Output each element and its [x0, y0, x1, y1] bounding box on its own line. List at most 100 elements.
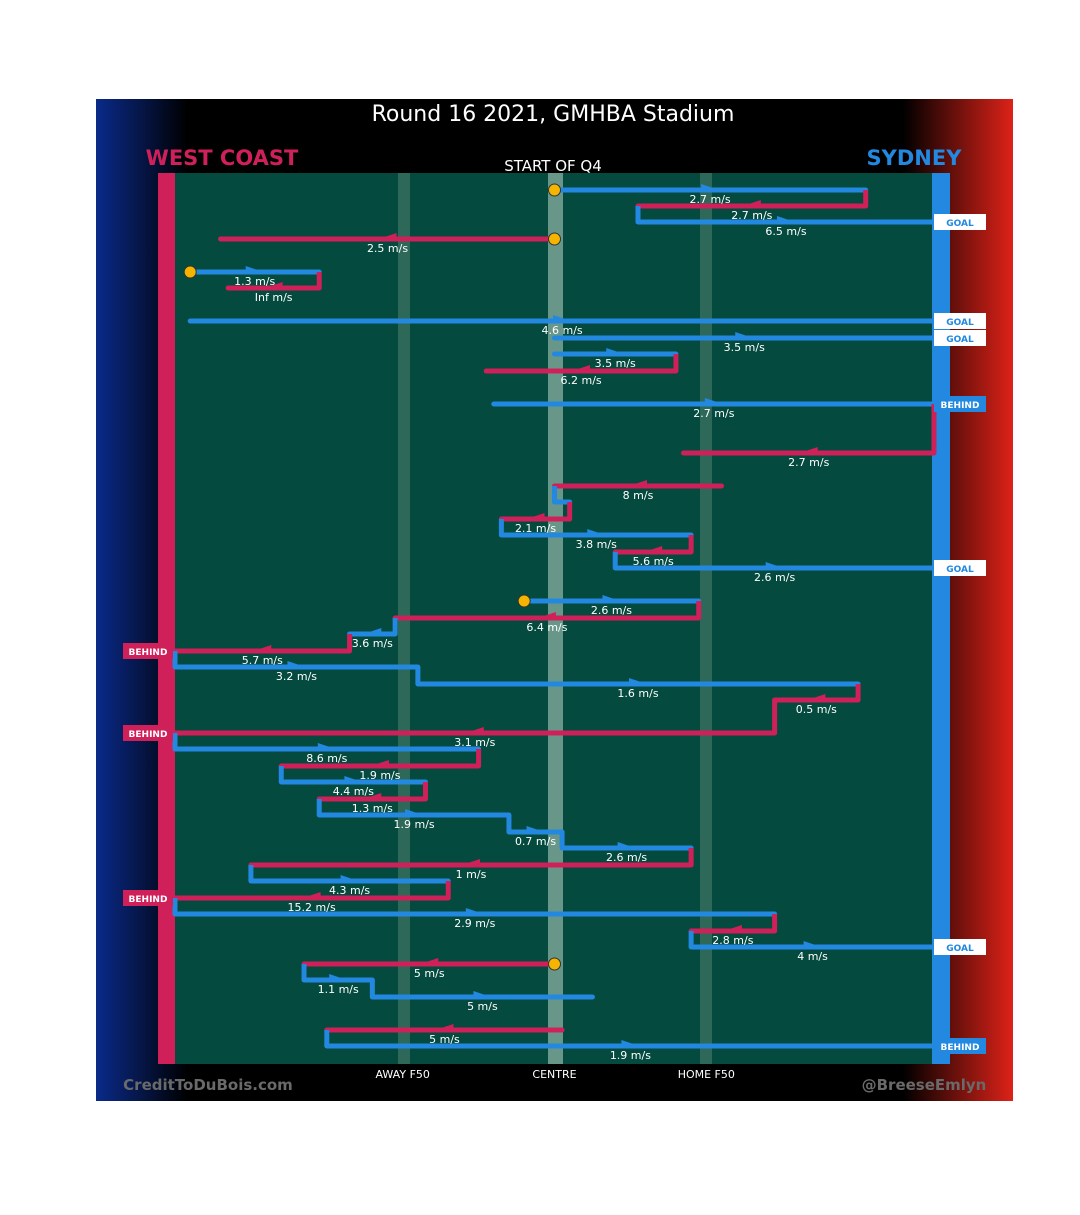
speed-label: 4 m/s — [797, 950, 828, 963]
direction-arrow — [473, 991, 492, 997]
speed-label: 2.6 m/s — [591, 604, 632, 617]
direction-arrow — [526, 513, 545, 519]
direction-arrow — [264, 282, 283, 288]
direction-arrow — [344, 776, 363, 782]
speed-label: 6.2 m/s — [560, 374, 601, 387]
result-badge — [934, 560, 986, 576]
stoppage-marker — [548, 183, 561, 197]
result-badge-label: BEHIND — [129, 895, 168, 905]
home-goal-post — [932, 173, 950, 1064]
speed-label: 0.5 m/s — [796, 703, 837, 716]
speed-label: 1.3 m/s — [234, 275, 275, 288]
speed-label: 2.7 m/s — [731, 209, 772, 222]
direction-arrow — [302, 892, 321, 898]
direction-arrow — [621, 1040, 640, 1046]
speed-label: 5 m/s — [429, 1033, 460, 1046]
speed-label: 1.9 m/s — [359, 769, 400, 782]
direction-arrow — [378, 233, 397, 239]
result-badge — [123, 643, 173, 659]
speed-label: 8.6 m/s — [306, 752, 347, 765]
result-badge-label: GOAL — [946, 335, 974, 345]
direction-arrow — [587, 529, 606, 535]
x-tick-label: CENTRE — [532, 1068, 576, 1081]
speed-label: 3.1 m/s — [454, 736, 495, 749]
direction-arrow — [803, 941, 822, 947]
direction-arrow — [405, 809, 424, 815]
direction-arrow — [776, 216, 795, 222]
direction-arrow — [465, 908, 484, 914]
speed-label: 4.4 m/s — [333, 785, 374, 798]
direction-arrow — [370, 760, 389, 766]
result-badge — [934, 330, 986, 346]
result-badge — [934, 396, 986, 412]
direction-arrow — [602, 595, 621, 601]
direction-arrow — [317, 743, 336, 749]
direction-arrow — [465, 727, 484, 733]
direction-arrow — [462, 859, 481, 865]
speed-label: 2.7 m/s — [693, 407, 734, 420]
possession-chains — [172, 184, 937, 1049]
direction-arrow — [572, 365, 591, 371]
result-badge-label: BEHIND — [129, 648, 168, 658]
speed-label: 1.9 m/s — [394, 818, 435, 831]
result-badge — [934, 313, 986, 329]
score-badges: GOAL GOAL GOAL BEHIND GOAL BEHIND BEHIND BEHIND… — [123, 214, 986, 1054]
direction-arrow — [329, 974, 348, 980]
speed-label: 3.2 m/s — [276, 670, 317, 683]
speed-label: 1.3 m/s — [352, 802, 393, 815]
speed-label: 1.6 m/s — [617, 687, 658, 700]
speed-label: 0.7 m/s — [515, 835, 556, 848]
x-tick-label: AWAY F50 — [375, 1068, 429, 1081]
stoppage-marker — [183, 265, 197, 279]
direction-arrow — [765, 562, 784, 568]
direction-arrow — [807, 694, 826, 700]
speed-label: 6.5 m/s — [765, 225, 806, 238]
direction-arrow — [701, 184, 720, 190]
chart-title: Round 16 2021, GMHBA Stadium — [372, 102, 735, 127]
direction-arrow — [340, 875, 359, 881]
stoppage-marker — [548, 957, 561, 971]
speed-label: 4.3 m/s — [329, 884, 370, 897]
direction-arrow — [742, 200, 761, 206]
direction-arrow — [363, 628, 382, 634]
direction-arrow — [363, 793, 382, 799]
speed-label: 3.8 m/s — [576, 538, 617, 551]
speed-label: 2.6 m/s — [606, 851, 647, 864]
away-goal-post — [158, 173, 175, 1064]
speed-label: 3.5 m/s — [724, 341, 765, 354]
result-badge-label: BEHIND — [941, 401, 980, 411]
direction-arrow — [245, 266, 264, 272]
speed-label: 1 m/s — [456, 868, 487, 881]
speed-label: 3.5 m/s — [595, 357, 636, 370]
home-team-label: SYDNEY — [867, 146, 963, 170]
direction-arrow — [287, 661, 306, 667]
result-badge-label: GOAL — [946, 318, 974, 328]
speed-label: 5.7 m/s — [242, 654, 283, 667]
direction-arrow — [628, 678, 647, 684]
stoppage-markers — [183, 183, 561, 971]
result-badge — [123, 890, 173, 906]
result-badge-label: GOAL — [946, 219, 974, 229]
direction-arrow — [723, 925, 742, 931]
result-badge-label: BEHIND — [129, 730, 168, 740]
x-tick-label: HOME F50 — [678, 1068, 735, 1081]
result-badge — [934, 939, 986, 955]
result-badge — [123, 725, 173, 741]
stoppage-marker — [548, 232, 561, 246]
speed-label: 5.6 m/s — [633, 555, 674, 568]
direction-arrow — [420, 958, 439, 964]
direction-arrow — [644, 546, 663, 552]
direction-arrow — [606, 348, 625, 354]
speed-label: 6.4 m/s — [526, 621, 567, 634]
direction-arrow — [537, 612, 556, 618]
result-badge-label: GOAL — [946, 944, 974, 954]
stoppage-marker — [517, 594, 531, 608]
x-axis-ticks: AWAY F50 CENTRE HOME F50 — [375, 1068, 734, 1081]
credit-left: CreditToDuBois.com — [123, 1076, 293, 1094]
direction-arrow — [553, 315, 572, 321]
result-badge — [934, 214, 986, 230]
speed-label: 5 m/s — [414, 967, 445, 980]
result-badge — [934, 1038, 986, 1054]
speed-label: 1.1 m/s — [318, 983, 359, 996]
